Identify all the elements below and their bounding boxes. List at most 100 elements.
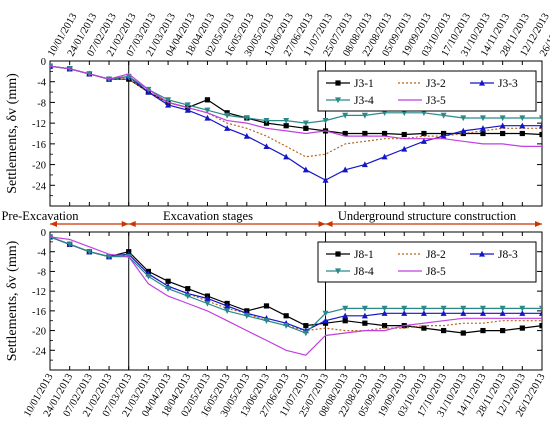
series-line-j3-4 (50, 65, 542, 124)
data-point-j3-3 (204, 114, 211, 121)
legend-label-j8-5: J8-5 (426, 266, 446, 278)
data-point-j8-1 (500, 327, 506, 334)
phase-arrowhead (535, 221, 542, 227)
y-tick-label: -8 (37, 98, 46, 109)
data-point-j8-3 (499, 310, 506, 316)
legend: J3-1 J3-2 J3-3 J3-4 J3-5 (317, 70, 537, 112)
data-point-j8-3 (204, 295, 211, 302)
data-point-j3-4 (479, 115, 486, 122)
y-tick-label: -24 (32, 346, 47, 357)
data-point-j3-3 (263, 143, 270, 150)
data-point-j8-4 (106, 254, 113, 260)
data-point-j3-3 (283, 153, 290, 160)
data-point-j8-1 (539, 323, 542, 329)
data-point-j3-3 (243, 132, 250, 139)
data-point-j8-3 (539, 310, 542, 316)
data-point-j8-3 (440, 310, 447, 316)
data-point-j3-4 (184, 102, 191, 109)
data-point-j3-3 (381, 153, 388, 160)
data-point-j3-3 (519, 122, 526, 129)
data-point-j8-1 (480, 327, 486, 334)
data-point-j3-4 (420, 110, 427, 116)
data-point-j3-3 (322, 176, 329, 183)
data-point-j3-3 (499, 122, 506, 129)
data-point-j3-1 (204, 97, 211, 103)
legend-marker-j8-4 (335, 268, 341, 275)
y-tick-label: -16 (32, 140, 46, 151)
data-point-j3-3 (479, 125, 486, 131)
data-point-j3-1 (500, 130, 506, 137)
series-group (50, 62, 542, 183)
data-point-j3-3 (342, 166, 349, 173)
y-tick-label: -12 (32, 119, 46, 130)
phase-pre-excavation-label: Pre-Excavation (1, 209, 79, 223)
series-line-j8-1 (50, 236, 542, 334)
data-point-j8-1 (519, 325, 525, 331)
phase-excavation-label: Excavation stages (163, 209, 253, 223)
data-point-j3-4 (204, 107, 211, 114)
data-point-j8-3 (460, 310, 467, 316)
data-point-j8-4 (50, 234, 53, 241)
y-tick-label: -4 (37, 248, 46, 259)
data-point-j8-4 (165, 286, 172, 292)
data-point-j8-4 (460, 305, 467, 312)
data-point-j8-1 (342, 318, 348, 324)
series-line-j3-5 (50, 65, 542, 147)
data-point-j3-4 (460, 115, 467, 122)
y-tick-label: -4 (37, 78, 46, 89)
data-point-j8-4 (342, 305, 349, 312)
legend-marker-j8-3 (479, 250, 485, 257)
series-line-j3-2 (50, 65, 542, 158)
data-point-j8-3 (381, 310, 388, 316)
y-tick-label: -20 (32, 327, 46, 338)
phase-underground-label: Underground structure construction (338, 209, 517, 223)
data-point-j3-4 (243, 115, 250, 122)
legend-marker-j3-1 (335, 80, 341, 86)
legend-marker-j3-3 (479, 79, 485, 86)
data-point-j8-1 (460, 330, 466, 336)
data-point-j3-1 (401, 131, 407, 138)
data-point-j3-4 (302, 120, 309, 127)
bottom-panel: 0-4-8-12-16-20-2410/01/201324/01/201307/… (5, 228, 548, 419)
data-point-j8-4 (224, 308, 231, 315)
data-point-j8-4 (420, 305, 427, 312)
data-point-j3-1 (362, 130, 368, 137)
data-point-j3-4 (263, 117, 270, 124)
data-point-j8-3 (479, 310, 486, 316)
legend-label-j8-3: J8-3 (498, 249, 518, 261)
data-point-j3-3 (302, 166, 309, 173)
legend-box (317, 241, 537, 283)
legend: J8-1 J8-2 J8-3 J8-4 J8-5 (317, 241, 537, 283)
data-point-j8-3 (322, 317, 329, 324)
data-point-j8-4 (86, 249, 93, 255)
data-point-j8-3 (401, 310, 408, 316)
y-tick-label: 0 (41, 228, 46, 239)
data-point-j8-3 (224, 302, 231, 309)
data-point-j8-1 (441, 327, 447, 334)
data-point-j8-4 (401, 305, 408, 312)
data-point-j8-3 (342, 312, 349, 319)
data-point-j3-4 (165, 97, 172, 104)
data-point-j3-3 (184, 106, 191, 113)
series-line-j8-2 (50, 236, 542, 332)
data-point-j3-1 (539, 131, 542, 138)
legend-label-j3-1: J3-1 (354, 78, 374, 90)
data-point-j3-4 (539, 115, 542, 122)
data-point-j3-3 (460, 127, 467, 134)
data-point-j3-4 (361, 112, 368, 119)
data-point-j8-1 (362, 320, 368, 326)
data-point-j8-1 (303, 323, 309, 329)
data-point-j3-1 (421, 130, 427, 137)
legend-label-j8-1: J8-1 (354, 249, 374, 261)
data-point-j3-4 (401, 110, 408, 116)
legend-label-j3-2: J3-2 (426, 78, 446, 90)
data-point-j3-4 (342, 112, 349, 119)
legend-label-j3-3: J3-3 (498, 78, 518, 90)
phase-arrowhead (128, 221, 136, 227)
data-point-j8-4 (519, 305, 526, 312)
data-point-j3-3 (361, 161, 368, 168)
data-point-j8-4 (539, 305, 542, 312)
data-point-j8-4 (263, 318, 270, 324)
phase-arrowhead (121, 221, 129, 227)
data-point-j3-4 (519, 115, 526, 122)
